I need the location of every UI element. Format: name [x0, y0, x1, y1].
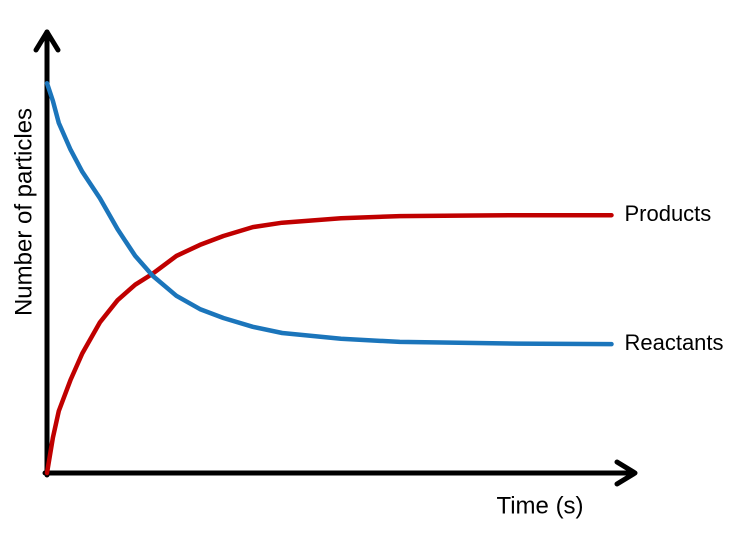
x-axis-arrow	[614, 459, 638, 487]
series-label: Products	[624, 201, 711, 226]
series-line	[44, 80, 614, 347]
y-axis-arrow	[33, 29, 61, 53]
x-axis-label: Time (s)	[496, 492, 583, 519]
series-label: Reactants	[624, 330, 723, 355]
y-axis-label: Number of particles	[10, 108, 37, 316]
series-line	[44, 212, 614, 476]
axes	[33, 29, 638, 487]
